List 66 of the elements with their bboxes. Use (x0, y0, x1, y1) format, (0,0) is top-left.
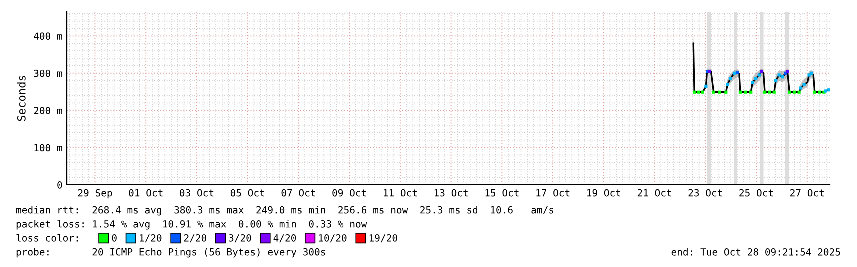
y-tick-label: 0 (58, 182, 62, 189)
point (726, 82, 730, 86)
point (732, 72, 736, 75)
x-tick-label: 13 Oct (434, 189, 468, 197)
text: end: Tue Oct 28 09:21:54 2025 (672, 248, 840, 256)
point (736, 71, 740, 74)
x-tick-label: 17 Oct (536, 189, 570, 197)
point (813, 90, 816, 94)
x-tick-label: 07 Oct (282, 189, 316, 197)
x-tick-label: 11 Oct (384, 189, 418, 197)
legend-label: 4/20 (274, 234, 296, 243)
text: median rtt: 268.4 ms avg 380.3 ms max 249.0 ms min 256.6 ms now 25.3 ms sd 10.6 am/s (16, 206, 554, 216)
legend-label: 0 (112, 234, 117, 242)
point (697, 90, 700, 94)
point (754, 77, 758, 81)
legend-label: 10/20 (319, 234, 347, 243)
point (744, 90, 748, 94)
point (798, 90, 801, 94)
point (718, 90, 722, 94)
point (693, 90, 696, 94)
point (764, 90, 767, 94)
x-tick-label: 25 Oct (740, 189, 774, 197)
y-tick-label: 200 m (34, 107, 62, 114)
x-tick-label: 21 Oct (638, 189, 672, 197)
point (758, 74, 761, 77)
point (701, 90, 704, 94)
legend-label: 1/20 (140, 234, 162, 243)
point (781, 76, 784, 79)
point (768, 90, 772, 94)
x-tick-label: 19 Oct (588, 189, 621, 197)
point (704, 84, 708, 88)
point (728, 77, 732, 81)
point (818, 90, 822, 94)
x-tick-label: 27 Oct (790, 189, 824, 197)
point (774, 79, 778, 82)
y-axis-title: Seconds (17, 76, 26, 122)
legend-label: 19/20 (370, 234, 398, 243)
x-tick-label: 09 Oct (332, 189, 366, 197)
point (808, 74, 811, 77)
text: probe: 20 ICMP Echo Pings (56 Bytes) every 300s (16, 248, 326, 258)
point (799, 86, 803, 90)
point (772, 90, 776, 94)
y-tick-label: 100 m (34, 144, 62, 152)
point (778, 74, 781, 77)
x-tick-label: 01 Oct (129, 189, 163, 197)
point (810, 72, 814, 75)
y-tick-label: 300 m (34, 70, 62, 78)
text: loss color: (16, 234, 78, 242)
x-tick-label: 03 Oct (180, 189, 214, 197)
x-tick-label: 23 Oct (688, 189, 722, 197)
x-tick-label: 05 Oct (230, 189, 264, 197)
point (792, 90, 796, 94)
x-tick-label: 15 Oct (486, 189, 519, 197)
x-tick-label: 29 Sep (78, 189, 112, 199)
text: packet loss: 1.54 % avg 10.91 % max 0.00 % min 0.33 % now (16, 220, 368, 230)
point (750, 90, 753, 94)
point (760, 70, 764, 74)
legend-label: 2/20 (184, 234, 206, 243)
y-tick-label: 400 m (34, 32, 62, 40)
legend-label: 3/20 (229, 234, 252, 243)
point (751, 81, 754, 84)
point (724, 90, 728, 94)
point (802, 82, 806, 86)
point (712, 90, 716, 94)
point (738, 90, 742, 94)
point (788, 90, 792, 94)
